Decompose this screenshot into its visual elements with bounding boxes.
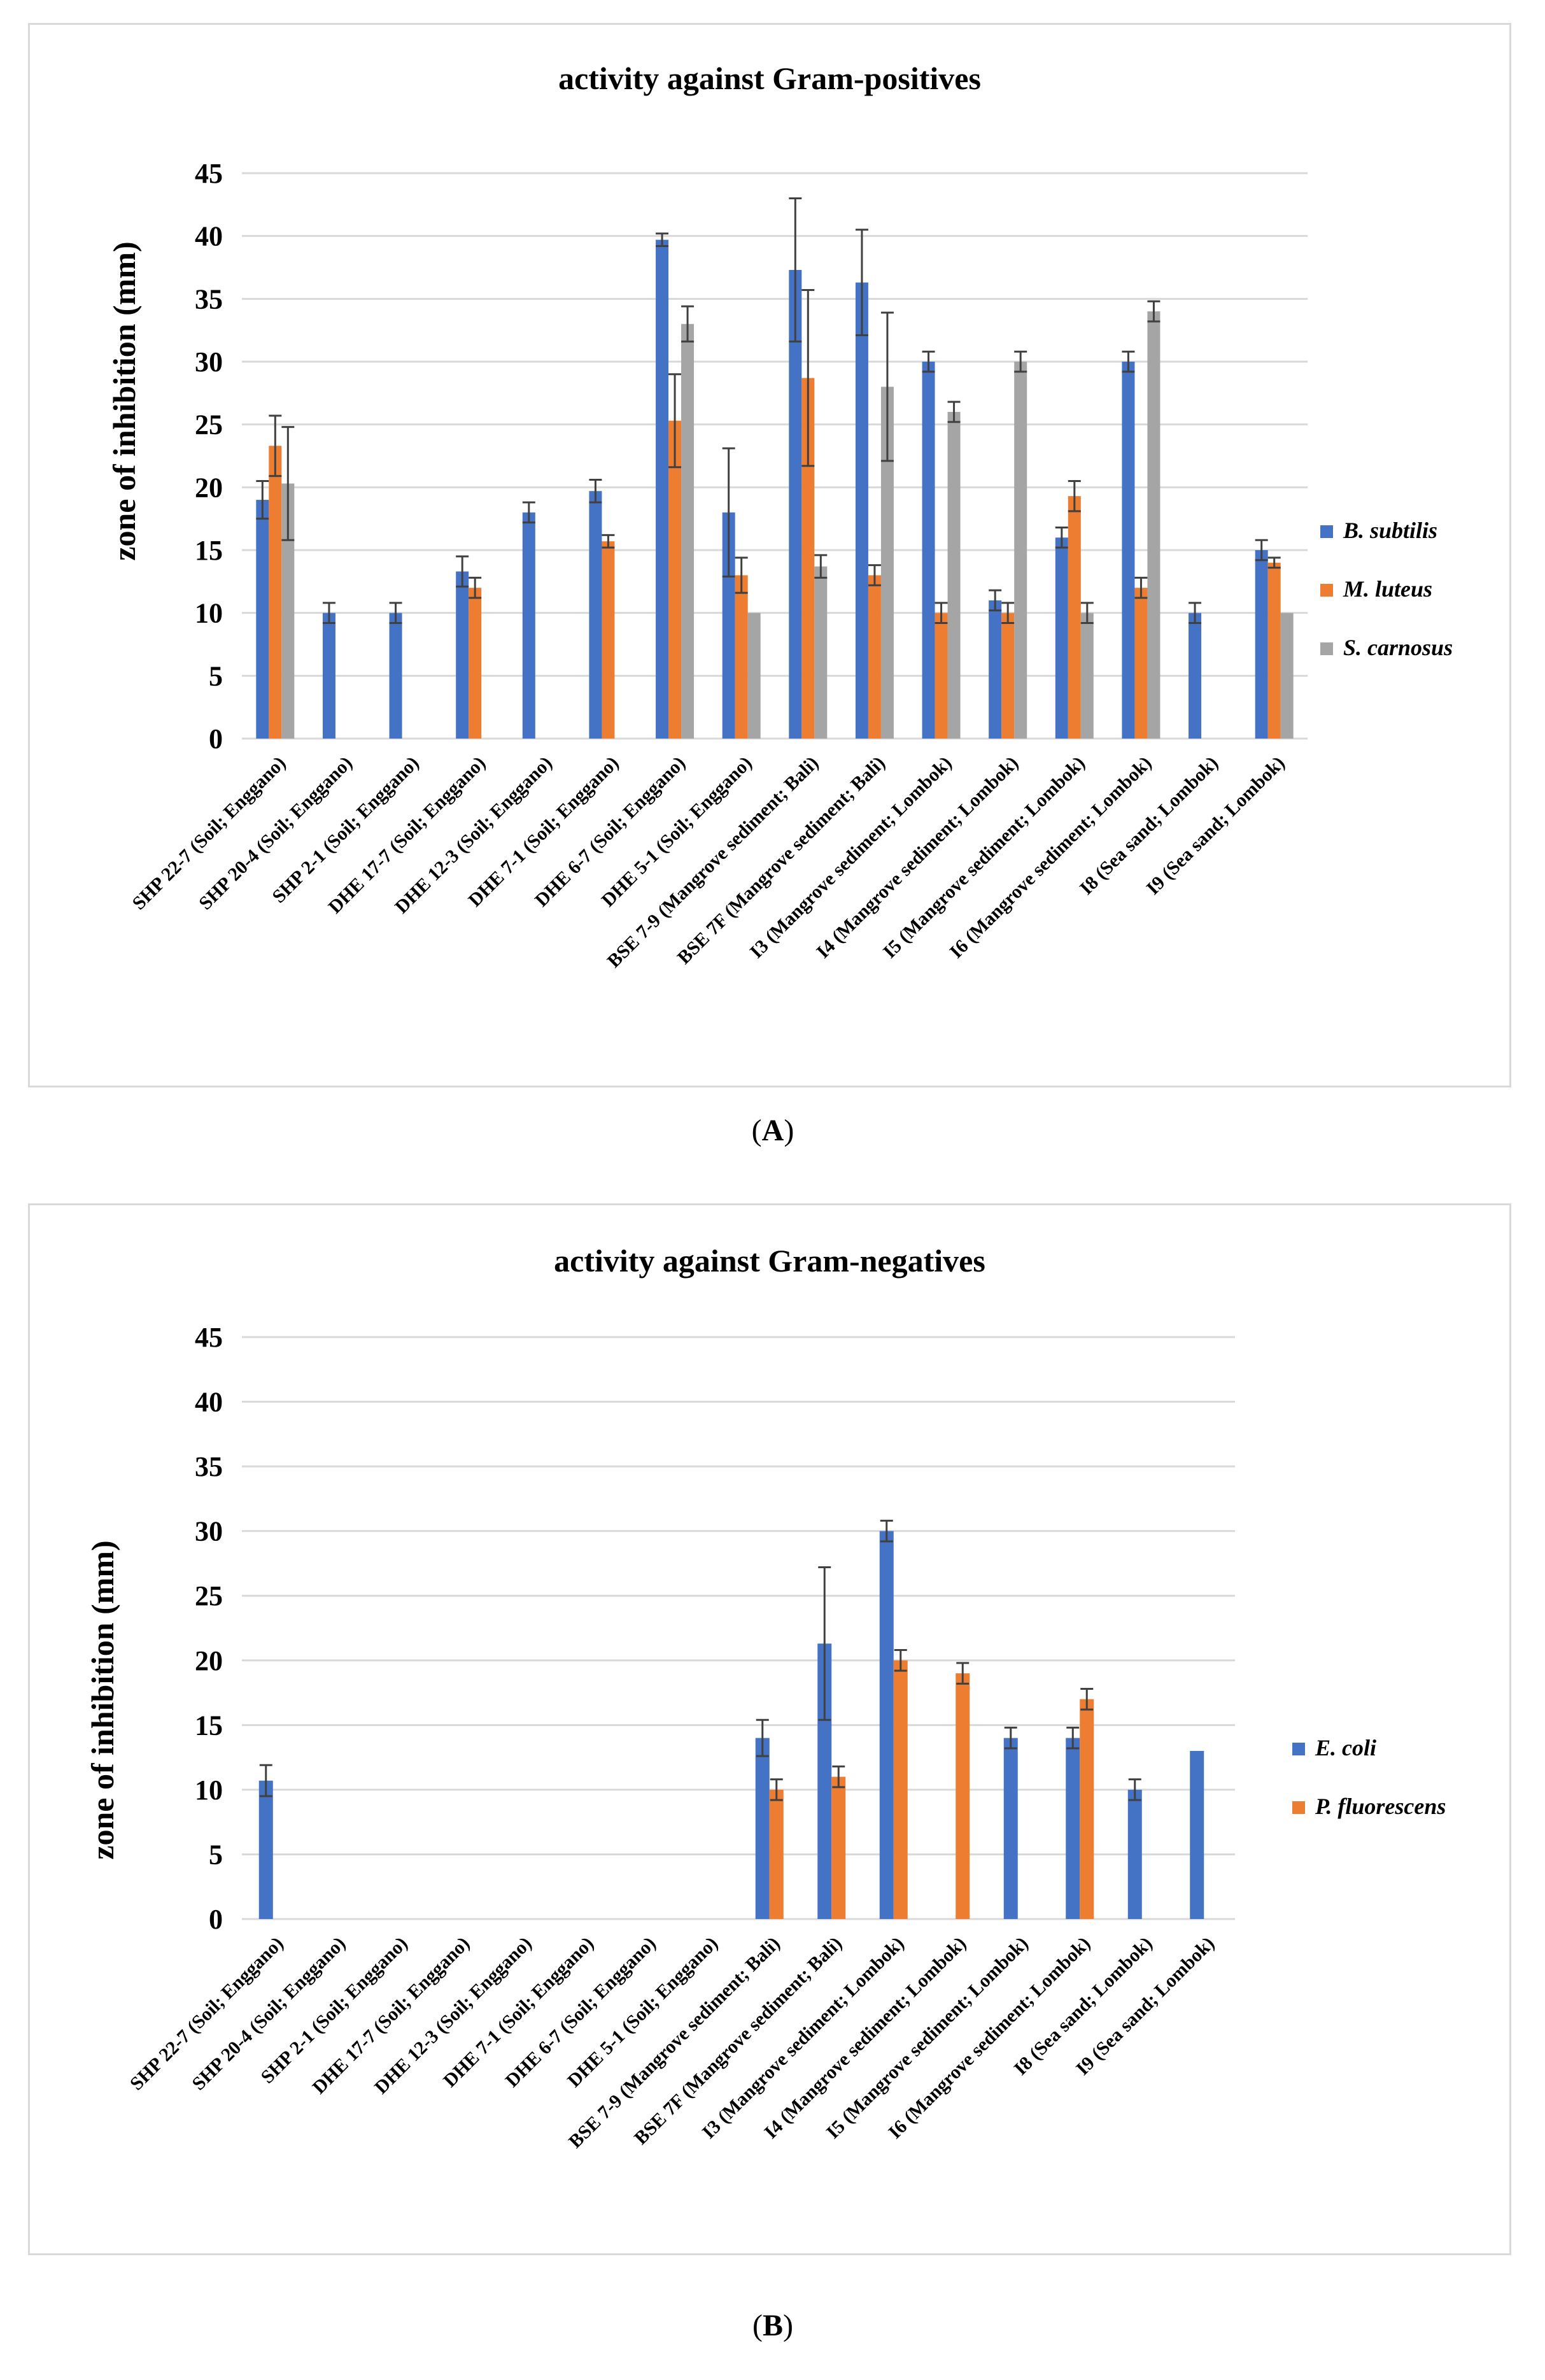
chart-b-bar [1080, 1699, 1094, 1919]
chart-a-bar [602, 541, 615, 739]
chart-a-bar [855, 282, 868, 739]
chart-b-bar [1003, 1738, 1018, 1919]
chart-a-bar [1122, 362, 1135, 739]
chart-a-bar [656, 239, 669, 739]
chart-a-legend-swatch [1320, 642, 1333, 655]
chart-a-legend-label: M. luteus [1343, 576, 1432, 602]
chart-a-bar [1267, 562, 1281, 739]
chart-a-title: activity against Gram-positives [558, 60, 981, 96]
chart-b-bar [893, 1660, 908, 1919]
chart-a-bar [1147, 311, 1161, 739]
chart-a-bar [1001, 613, 1015, 739]
chart-b-y-tick-label: 25 [195, 1580, 223, 1611]
chart-b-legend-swatch [1292, 1743, 1305, 1755]
chart-b-bar [1066, 1738, 1080, 1919]
chart-a-bar [281, 483, 295, 739]
chart-a-y-tick-label: 40 [195, 221, 223, 252]
chart-b-legend-label: E. coli [1315, 1735, 1376, 1760]
chart-a-bar [747, 613, 761, 739]
chart-b-legend-swatch [1292, 1801, 1305, 1814]
chart-a-bar [922, 362, 935, 739]
chart-b-y-tick-label: 35 [195, 1451, 223, 1482]
chart-b-legend-label: P. fluorescens [1315, 1794, 1446, 1819]
chart-a-y-tick-label: 20 [195, 472, 223, 503]
chart-a-bar [789, 269, 802, 739]
chart-panel-b [28, 1203, 1511, 2255]
chart-a-bar [469, 588, 482, 739]
chart-a-bar [589, 491, 602, 739]
chart-a-bar [735, 575, 748, 739]
chart-a-y-tick-label: 30 [195, 346, 223, 378]
chart-a-legend-label: S. carnosus [1343, 635, 1453, 660]
chart-b-bar [755, 1738, 770, 1919]
chart-a-y-tick-label: 10 [195, 598, 223, 629]
chart-b-title: activity against Gram-negatives [554, 1243, 985, 1279]
chart-a-bar [322, 613, 335, 739]
chart-a-bar [389, 613, 402, 739]
chart-a-y-axis-label: zone of inhibition (mm) [106, 241, 142, 560]
chart-b-bar [1127, 1789, 1142, 1919]
chart-a-bar [1055, 537, 1068, 739]
chart-a-y-tick-label: 45 [195, 158, 223, 189]
chart-a-legend-label: B. subtilis [1343, 518, 1437, 543]
chart-a-bar [989, 600, 1002, 739]
chart-a-bar [1068, 496, 1081, 739]
chart-a-y-tick-label: 5 [209, 660, 223, 691]
chart-a-legend-swatch [1320, 525, 1333, 538]
panel-label-a: (A) [751, 1114, 794, 1147]
chart-a-y-tick-label: 15 [195, 535, 223, 566]
chart-b-y-axis-label: zone of inhibition (mm) [85, 1540, 120, 1859]
chart-b-bar [956, 1673, 970, 1919]
chart-b-y-tick-label: 20 [195, 1645, 223, 1676]
chart-b-bar [879, 1531, 894, 1919]
chart-b-y-tick-label: 5 [209, 1839, 223, 1870]
chart-a-bar [456, 571, 469, 739]
chart-a-bar [935, 613, 948, 739]
chart-b-bar [1190, 1750, 1204, 1919]
chart-b-y-tick-label: 30 [195, 1516, 223, 1547]
chart-a-bar [1280, 613, 1294, 739]
chart-a-bar [522, 512, 535, 739]
chart-a-bar [814, 566, 828, 739]
chart-a-bar [1255, 550, 1268, 739]
panel-label-b: (B) [752, 2309, 793, 2342]
chart-b-y-tick-label: 40 [195, 1387, 223, 1418]
chart-a-bar [722, 512, 735, 739]
chart-b-y-tick-label: 45 [195, 1322, 223, 1353]
chart-a-bar [256, 500, 269, 739]
chart-a-y-tick-label: 0 [209, 723, 223, 754]
chart-a-legend-swatch [1320, 584, 1333, 597]
chart-a-bar [1080, 613, 1094, 739]
chart-a-bar [269, 446, 282, 739]
chart-a-bar [801, 378, 815, 739]
chart-b-bar [769, 1789, 784, 1919]
chart-a-bar [1134, 588, 1148, 739]
chart-a-category-label: I9 (Sea sand; Lombok) [1142, 753, 1288, 899]
chart-a-bar [1014, 362, 1027, 739]
chart-b-bar [831, 1776, 846, 1919]
chart-a-y-tick-label: 35 [195, 283, 223, 315]
chart-a-bar [681, 323, 695, 739]
chart-a-y-tick-label: 25 [195, 409, 223, 441]
chart-b-y-tick-label: 15 [195, 1710, 223, 1741]
chart-b-bar [258, 1780, 273, 1919]
chart-a-bar [880, 386, 894, 739]
chart-a-bar [868, 575, 881, 739]
chart-a-bar [947, 411, 961, 739]
chart-a-bar [1189, 613, 1202, 739]
chart-a-bar [668, 420, 682, 739]
chart-b-y-tick-label: 0 [209, 1904, 223, 1935]
chart-b-y-tick-label: 10 [195, 1774, 223, 1806]
chart-b-bar [817, 1643, 832, 1919]
